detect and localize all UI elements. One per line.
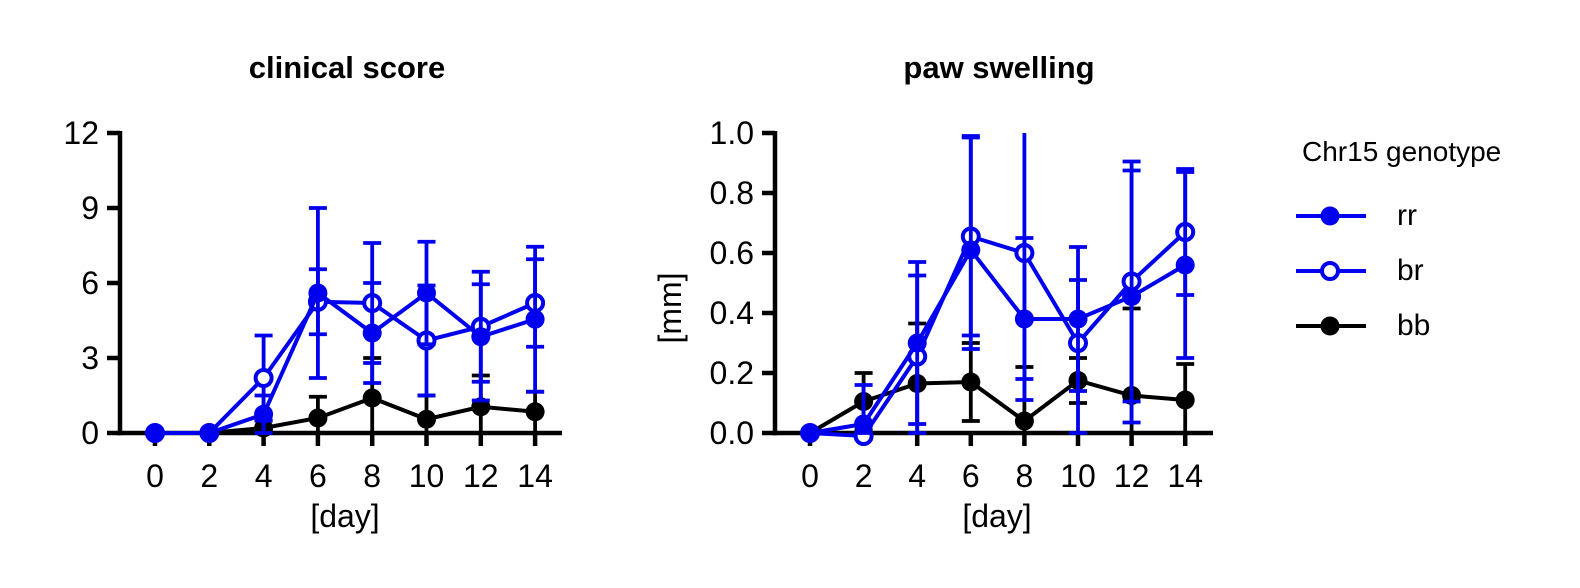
y-tick-label: 0.6 — [710, 235, 754, 271]
chart2-xaxis-label: [day] — [962, 498, 1032, 534]
y-tick-label: 0 — [81, 415, 99, 451]
y-tick-label: 1.0 — [710, 115, 754, 151]
x-tick-label: 8 — [1016, 458, 1034, 494]
legend-item-rr: rr — [1296, 199, 1576, 232]
y-tick-label: 0.4 — [710, 295, 754, 331]
legend-title: Chr15 genotype — [1302, 136, 1502, 167]
open-circle-marker-icon — [1296, 261, 1366, 281]
legend-label: bb — [1397, 309, 1431, 342]
series-rr — [800, 134, 1195, 443]
x-tick-label: 8 — [363, 458, 381, 494]
legend-label: rr — [1397, 199, 1417, 232]
legend-label: br — [1397, 254, 1424, 287]
y-tick-label: 0.2 — [710, 355, 754, 391]
y-tick-label: 0.0 — [710, 415, 754, 451]
x-tick-label: 0 — [146, 458, 164, 494]
chart1-title: clinical score — [248, 50, 446, 85]
series-rr — [145, 206, 545, 443]
x-tick-label: 6 — [962, 458, 980, 494]
legend-item-br: br — [1296, 254, 1576, 287]
x-tick-label: 14 — [1167, 458, 1203, 494]
x-tick-label: 10 — [409, 458, 445, 494]
x-tick-label: 10 — [1060, 458, 1096, 494]
x-tick-label: 2 — [855, 458, 873, 494]
y-tick-label: 12 — [63, 115, 99, 151]
legend-items: rr br bb — [1296, 199, 1576, 342]
legend-item-bb: bb — [1296, 309, 1576, 342]
y-tick-label: 0.8 — [710, 175, 754, 211]
x-tick-label: 14 — [517, 458, 553, 494]
y-tick-label: 6 — [81, 265, 99, 301]
chart2-paw-swelling-plot: 0.0 0.2 0.4 0.6 0.8 1.0 0 2 4 6 8 10 12 14 — [710, 115, 1213, 494]
legend: Chr15 genotype rr br bb — [1296, 136, 1576, 342]
chart2-title: paw swelling — [903, 50, 1095, 85]
x-tick-label: 12 — [1114, 458, 1150, 494]
x-tick-label: 6 — [309, 458, 327, 494]
x-tick-label: 12 — [463, 458, 499, 494]
axes — [107, 130, 562, 446]
x-tick-label: 0 — [801, 458, 819, 494]
filled-circle-marker-icon — [1296, 206, 1366, 226]
y-tick-label: 9 — [81, 190, 99, 226]
filled-circle-marker-icon — [1296, 316, 1366, 336]
chart1-xaxis-label: [day] — [310, 498, 380, 534]
x-tick-label: 2 — [200, 458, 218, 494]
x-tick-label: 4 — [255, 458, 273, 494]
x-tick-label: 4 — [908, 458, 926, 494]
y-tick-label: 3 — [81, 340, 99, 376]
